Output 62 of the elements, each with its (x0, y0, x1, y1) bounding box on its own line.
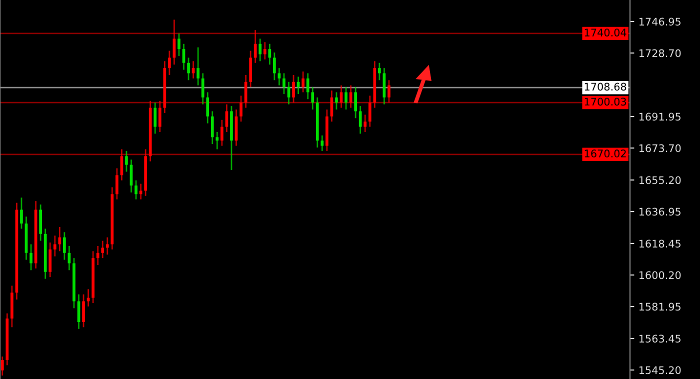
y-tick-label: 1746.95 (639, 18, 680, 26)
candlestick (364, 114, 367, 133)
y-tick-label: 1728.70 (639, 49, 681, 58)
ref-line-label: 1700.03 (584, 98, 626, 106)
candlestick (282, 72, 286, 95)
candlestick (101, 240, 104, 259)
y-tick-label: 1581.95 (639, 302, 680, 311)
candlestick (125, 150, 128, 172)
candlestick (58, 226, 62, 252)
candlestick (263, 41, 266, 60)
candlestick (178, 32, 180, 57)
candlestick (216, 131, 219, 150)
y-tick-label: 1618.45 (639, 240, 680, 248)
candlestick (278, 67, 281, 86)
candlestick (187, 57, 190, 81)
candlestick (273, 52, 276, 81)
candlestick (158, 100, 162, 133)
candlestick (225, 104, 228, 133)
candlestick (196, 46, 200, 86)
candlestick (358, 105, 362, 134)
y-tick-label: 1691.95 (639, 112, 680, 121)
candlestick (106, 236, 109, 256)
candlestick (240, 95, 242, 122)
candlestick (302, 70, 304, 93)
candlestick (320, 134, 324, 152)
candlestick (254, 29, 257, 64)
y-tick-label: 1636.95 (639, 208, 680, 216)
ref-line-label: 1670.02 (584, 150, 626, 158)
candlestick (168, 50, 171, 76)
candlestick (354, 86, 357, 119)
y-tick-label: 1563.45 (639, 334, 680, 343)
candlestick (48, 242, 52, 278)
candlestick (311, 86, 314, 110)
candlestick (335, 92, 338, 110)
candlestick (388, 79, 390, 104)
candlestick (220, 119, 224, 146)
ref-line-label: 1740.04 (584, 28, 626, 36)
candlestick (116, 168, 118, 200)
candlestick (20, 196, 23, 230)
candlestick (201, 72, 204, 106)
ref-line-label: 1708.68 (584, 82, 626, 91)
y-tick-label: 1545.20 (639, 366, 681, 374)
candlestick (0, 356, 4, 376)
candlestick (306, 72, 310, 100)
candlestick (206, 92, 210, 124)
y-tick-label: 1600.20 (639, 271, 681, 280)
candlestick (134, 180, 138, 200)
candlestick (378, 62, 381, 81)
candlestick (292, 74, 295, 104)
candlestick (82, 294, 85, 328)
candlestick (258, 38, 262, 62)
candlestick (96, 245, 100, 266)
candlestick (344, 86, 348, 110)
candlestick (368, 95, 372, 128)
candlestick (63, 231, 66, 260)
y-tick-label: 1655.20 (639, 176, 681, 184)
candlestick (268, 43, 272, 66)
candlestick (53, 234, 56, 258)
candlestick (154, 102, 157, 134)
candlestick (210, 110, 214, 145)
y-tick-label: 1673.70 (639, 144, 681, 152)
candlestick (30, 244, 32, 271)
